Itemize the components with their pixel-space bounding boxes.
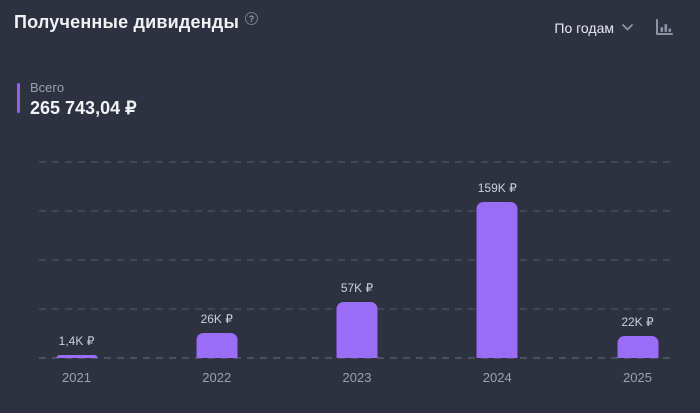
chart-column-2023: 57K ₽ 2023	[287, 0, 427, 413]
total-value: 265 743,04 ₽	[30, 98, 137, 118]
chart-column-2022: 26K ₽ 2022	[147, 0, 287, 413]
total-accent-bar	[17, 83, 20, 113]
total-summary: Всего 265 743,04 ₽	[17, 81, 137, 118]
total-label: Всего	[30, 80, 65, 95]
x-axis-label: 2024	[482, 370, 512, 385]
period-dropdown[interactable]: По годам	[554, 20, 633, 36]
chevron-down-icon	[622, 24, 633, 31]
bar-value-label: 159K ₽	[477, 181, 517, 195]
page-title: Полученные дивиденды	[14, 12, 240, 32]
gridline	[39, 161, 675, 163]
x-axis-label: 2023	[342, 370, 372, 385]
header: Полученные дивиденды ?	[14, 12, 259, 33]
bar-value-label: 57K ₽	[340, 281, 374, 295]
bar-value-label: 1,4K ₽	[58, 334, 95, 348]
header-controls: По годам	[554, 19, 674, 36]
chart-column-2021: 1,4K ₽ 2021	[7, 0, 147, 413]
help-icon[interactable]: ?	[245, 12, 259, 25]
bar-value-label: 22K ₽	[621, 315, 654, 329]
gridline	[39, 210, 675, 212]
x-axis-label: 2022	[202, 370, 232, 385]
gridline	[39, 357, 675, 359]
chart-bar-2021[interactable]	[56, 355, 97, 358]
chart-column-2025: 22K ₽ 2025	[568, 0, 700, 413]
chart-bar-2025[interactable]	[617, 336, 658, 358]
chart-bar-2024[interactable]	[476, 202, 518, 358]
x-axis-label: 2025	[623, 370, 652, 385]
chart-bar-2023[interactable]	[336, 302, 378, 358]
period-dropdown-value: По годам	[554, 19, 614, 36]
x-axis-label: 2021	[62, 370, 91, 385]
gridline	[39, 259, 675, 261]
chart-bar-2022[interactable]	[196, 333, 238, 358]
chart-column-2024: 159K ₽ 2024	[427, 0, 567, 413]
bar-chart-icon[interactable]	[655, 19, 674, 36]
bar-value-label: 26K ₽	[200, 312, 233, 326]
